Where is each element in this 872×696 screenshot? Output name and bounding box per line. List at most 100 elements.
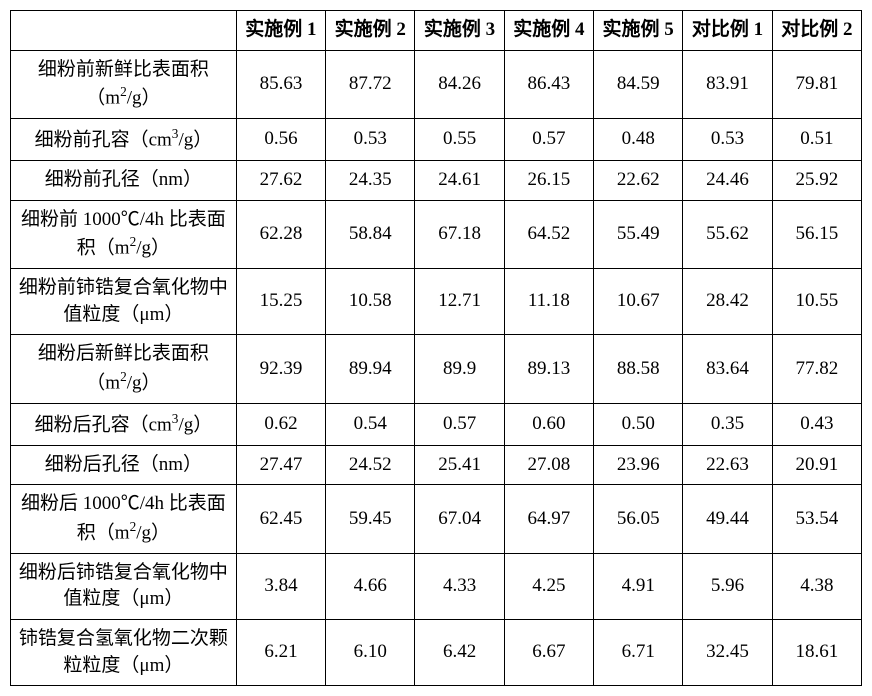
- cell: 25.41: [415, 445, 504, 485]
- cell: 6.10: [326, 620, 415, 686]
- col-header: 实施例 5: [594, 11, 683, 51]
- cell: 89.13: [504, 335, 593, 404]
- cell: 0.51: [772, 119, 861, 161]
- cell: 0.57: [504, 119, 593, 161]
- cell: 83.91: [683, 50, 772, 119]
- cell: 6.71: [594, 620, 683, 686]
- cell: 55.49: [594, 200, 683, 269]
- col-header: 实施例 1: [236, 11, 325, 51]
- cell: 27.47: [236, 445, 325, 485]
- row-label: 细粉前新鲜比表面积（m2/g）: [11, 50, 237, 119]
- cell: 83.64: [683, 335, 772, 404]
- cell: 15.25: [236, 269, 325, 335]
- cell: 18.61: [772, 620, 861, 686]
- table-row: 细粉前铈锆复合氧化物中值粒度（μm）15.2510.5812.7111.1810…: [11, 269, 862, 335]
- cell: 4.66: [326, 553, 415, 619]
- cell: 0.50: [594, 403, 683, 445]
- cell: 10.58: [326, 269, 415, 335]
- row-label: 细粉前 1000℃/4h 比表面积（m2/g）: [11, 200, 237, 269]
- cell: 56.15: [772, 200, 861, 269]
- cell: 24.52: [326, 445, 415, 485]
- cell: 0.57: [415, 403, 504, 445]
- row-label: 铈锆复合氢氧化物二次颗粒粒度（μm）: [11, 620, 237, 686]
- cell: 87.72: [326, 50, 415, 119]
- col-header: 对比例 2: [772, 11, 861, 51]
- cell: 11.18: [504, 269, 593, 335]
- cell: 89.94: [326, 335, 415, 404]
- cell: 0.60: [504, 403, 593, 445]
- cell: 77.82: [772, 335, 861, 404]
- row-label: 细粉后铈锆复合氧化物中值粒度（μm）: [11, 553, 237, 619]
- cell: 79.81: [772, 50, 861, 119]
- cell: 24.46: [683, 161, 772, 201]
- table-row: 细粉前孔径（nm）27.6224.3524.6126.1522.6224.462…: [11, 161, 862, 201]
- cell: 0.35: [683, 403, 772, 445]
- cell: 88.58: [594, 335, 683, 404]
- col-header: 实施例 3: [415, 11, 504, 51]
- cell: 0.48: [594, 119, 683, 161]
- table-row: 细粉后铈锆复合氧化物中值粒度（μm）3.844.664.334.254.915.…: [11, 553, 862, 619]
- cell: 64.97: [504, 485, 593, 554]
- cell: 10.67: [594, 269, 683, 335]
- row-label: 细粉后孔径（nm）: [11, 445, 237, 485]
- cell: 0.53: [326, 119, 415, 161]
- cell: 28.42: [683, 269, 772, 335]
- cell: 85.63: [236, 50, 325, 119]
- cell: 4.38: [772, 553, 861, 619]
- cell: 25.92: [772, 161, 861, 201]
- cell: 0.62: [236, 403, 325, 445]
- cell: 26.15: [504, 161, 593, 201]
- cell: 5.96: [683, 553, 772, 619]
- cell: 55.62: [683, 200, 772, 269]
- cell: 10.55: [772, 269, 861, 335]
- cell: 62.28: [236, 200, 325, 269]
- cell: 6.42: [415, 620, 504, 686]
- cell: 86.43: [504, 50, 593, 119]
- cell: 27.08: [504, 445, 593, 485]
- table-body: 细粉前新鲜比表面积（m2/g）85.6387.7284.2686.4384.59…: [11, 50, 862, 686]
- row-label: 细粉前铈锆复合氧化物中值粒度（μm）: [11, 269, 237, 335]
- data-table: 实施例 1 实施例 2 实施例 3 实施例 4 实施例 5 对比例 1 对比例 …: [10, 10, 862, 686]
- table-row: 细粉后新鲜比表面积（m2/g）92.3989.9489.989.1388.588…: [11, 335, 862, 404]
- cell: 0.56: [236, 119, 325, 161]
- cell: 24.61: [415, 161, 504, 201]
- cell: 49.44: [683, 485, 772, 554]
- cell: 32.45: [683, 620, 772, 686]
- row-label: 细粉前孔径（nm）: [11, 161, 237, 201]
- cell: 4.25: [504, 553, 593, 619]
- cell: 0.43: [772, 403, 861, 445]
- cell: 3.84: [236, 553, 325, 619]
- header-blank: [11, 11, 237, 51]
- cell: 4.91: [594, 553, 683, 619]
- cell: 62.45: [236, 485, 325, 554]
- cell: 27.62: [236, 161, 325, 201]
- cell: 89.9: [415, 335, 504, 404]
- header-row: 实施例 1 实施例 2 实施例 3 实施例 4 实施例 5 对比例 1 对比例 …: [11, 11, 862, 51]
- cell: 0.54: [326, 403, 415, 445]
- row-label: 细粉前孔容（cm3/g）: [11, 119, 237, 161]
- row-label: 细粉后孔容（cm3/g）: [11, 403, 237, 445]
- col-header: 实施例 2: [326, 11, 415, 51]
- cell: 84.59: [594, 50, 683, 119]
- cell: 4.33: [415, 553, 504, 619]
- cell: 20.91: [772, 445, 861, 485]
- cell: 22.63: [683, 445, 772, 485]
- cell: 67.18: [415, 200, 504, 269]
- cell: 59.45: [326, 485, 415, 554]
- table-row: 铈锆复合氢氧化物二次颗粒粒度（μm）6.216.106.426.676.7132…: [11, 620, 862, 686]
- cell: 84.26: [415, 50, 504, 119]
- table-row: 细粉后孔径（nm）27.4724.5225.4127.0823.9622.632…: [11, 445, 862, 485]
- table-row: 细粉前孔容（cm3/g）0.560.530.550.570.480.530.51: [11, 119, 862, 161]
- cell: 58.84: [326, 200, 415, 269]
- cell: 92.39: [236, 335, 325, 404]
- table-row: 细粉后 1000℃/4h 比表面积（m2/g）62.4559.4567.0464…: [11, 485, 862, 554]
- cell: 0.55: [415, 119, 504, 161]
- cell: 67.04: [415, 485, 504, 554]
- cell: 64.52: [504, 200, 593, 269]
- col-header: 实施例 4: [504, 11, 593, 51]
- cell: 53.54: [772, 485, 861, 554]
- cell: 56.05: [594, 485, 683, 554]
- cell: 6.21: [236, 620, 325, 686]
- table-row: 细粉前新鲜比表面积（m2/g）85.6387.7284.2686.4384.59…: [11, 50, 862, 119]
- cell: 0.53: [683, 119, 772, 161]
